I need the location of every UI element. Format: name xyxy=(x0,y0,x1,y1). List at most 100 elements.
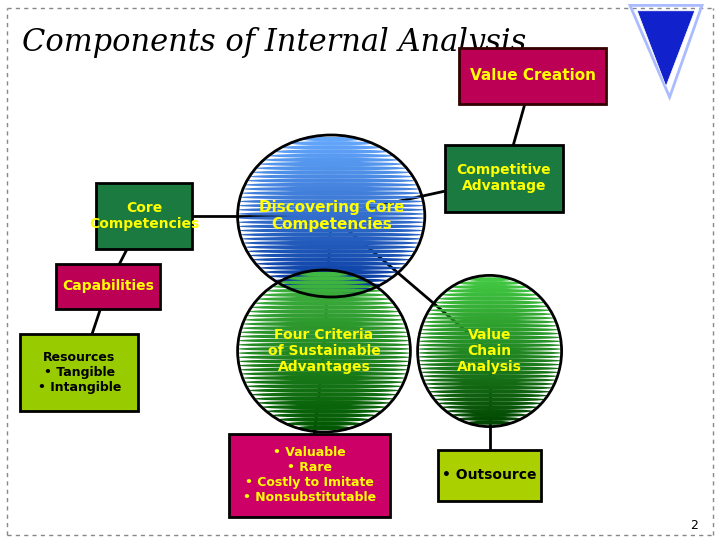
Ellipse shape xyxy=(243,187,420,191)
Ellipse shape xyxy=(282,282,381,287)
Ellipse shape xyxy=(238,351,410,355)
Ellipse shape xyxy=(271,413,377,417)
Ellipse shape xyxy=(259,266,403,270)
Text: Four Criteria
of Sustainable
Advantages: Four Criteria of Sustainable Advantages xyxy=(268,328,380,374)
Ellipse shape xyxy=(238,207,425,212)
Ellipse shape xyxy=(239,199,423,204)
Ellipse shape xyxy=(245,183,418,187)
Ellipse shape xyxy=(241,237,421,241)
Ellipse shape xyxy=(441,405,538,409)
Ellipse shape xyxy=(420,366,559,370)
Ellipse shape xyxy=(251,393,397,397)
Ellipse shape xyxy=(252,170,410,174)
Text: Value Creation: Value Creation xyxy=(469,68,596,83)
Ellipse shape xyxy=(248,309,400,314)
Ellipse shape xyxy=(240,195,422,200)
Ellipse shape xyxy=(427,312,552,316)
Ellipse shape xyxy=(252,258,410,262)
Ellipse shape xyxy=(238,347,410,351)
Ellipse shape xyxy=(238,224,424,228)
Ellipse shape xyxy=(429,308,550,312)
FancyBboxPatch shape xyxy=(56,264,160,309)
Ellipse shape xyxy=(259,162,403,166)
Ellipse shape xyxy=(431,305,548,308)
Ellipse shape xyxy=(244,380,404,384)
Ellipse shape xyxy=(302,137,361,141)
Ellipse shape xyxy=(290,141,372,146)
Ellipse shape xyxy=(254,301,394,306)
Ellipse shape xyxy=(418,343,562,347)
Ellipse shape xyxy=(423,320,556,324)
Ellipse shape xyxy=(261,405,387,409)
Ellipse shape xyxy=(434,397,545,402)
Text: Core
Competencies: Core Competencies xyxy=(89,201,199,231)
Text: Competitive
Advantage: Competitive Advantage xyxy=(456,163,552,193)
Ellipse shape xyxy=(418,339,561,343)
Ellipse shape xyxy=(441,293,538,297)
Ellipse shape xyxy=(451,285,528,289)
Ellipse shape xyxy=(239,363,409,368)
Ellipse shape xyxy=(238,359,410,363)
Ellipse shape xyxy=(419,362,560,367)
Ellipse shape xyxy=(422,323,557,328)
Ellipse shape xyxy=(238,216,425,220)
Ellipse shape xyxy=(427,386,552,390)
Ellipse shape xyxy=(431,394,548,397)
Text: Value
Chain
Analysis: Value Chain Analysis xyxy=(457,328,522,374)
Ellipse shape xyxy=(271,285,377,289)
Ellipse shape xyxy=(420,370,559,374)
Ellipse shape xyxy=(286,421,362,426)
Ellipse shape xyxy=(423,378,556,382)
Ellipse shape xyxy=(258,401,390,405)
Text: 2: 2 xyxy=(690,519,698,532)
Ellipse shape xyxy=(425,382,554,386)
Text: Capabilities: Capabilities xyxy=(62,279,154,293)
Ellipse shape xyxy=(274,278,388,282)
Ellipse shape xyxy=(297,426,351,430)
Text: • Outsource: • Outsource xyxy=(442,468,537,482)
Text: • Valuable
• Rare
• Costly to Imitate
• Nonsubstitutable: • Valuable • Rare • Costly to Imitate • … xyxy=(243,446,376,504)
Text: Components of Internal Analysis: Components of Internal Analysis xyxy=(22,27,526,58)
Ellipse shape xyxy=(238,220,425,225)
Ellipse shape xyxy=(274,150,388,154)
Ellipse shape xyxy=(239,334,409,339)
Ellipse shape xyxy=(278,417,370,422)
Ellipse shape xyxy=(261,293,387,297)
Ellipse shape xyxy=(446,409,534,413)
FancyBboxPatch shape xyxy=(229,434,390,517)
FancyBboxPatch shape xyxy=(445,145,563,212)
Ellipse shape xyxy=(266,409,382,414)
Text: Resources
• Tangible
• Intangible: Resources • Tangible • Intangible xyxy=(37,351,121,394)
Ellipse shape xyxy=(438,401,541,406)
Ellipse shape xyxy=(256,261,407,266)
Ellipse shape xyxy=(251,305,397,309)
FancyBboxPatch shape xyxy=(459,48,606,104)
Ellipse shape xyxy=(467,277,513,281)
Ellipse shape xyxy=(249,174,413,179)
Ellipse shape xyxy=(241,191,421,195)
Ellipse shape xyxy=(244,318,404,322)
Ellipse shape xyxy=(458,281,521,285)
Ellipse shape xyxy=(243,322,405,326)
Ellipse shape xyxy=(247,178,415,183)
Ellipse shape xyxy=(438,296,541,301)
Ellipse shape xyxy=(458,417,521,421)
Ellipse shape xyxy=(238,342,410,347)
Ellipse shape xyxy=(418,359,561,363)
Ellipse shape xyxy=(266,288,382,293)
FancyBboxPatch shape xyxy=(438,450,541,501)
Ellipse shape xyxy=(245,245,418,249)
Ellipse shape xyxy=(418,347,562,351)
Ellipse shape xyxy=(418,351,562,355)
Ellipse shape xyxy=(240,367,408,372)
Ellipse shape xyxy=(434,300,545,305)
Ellipse shape xyxy=(264,158,399,162)
Ellipse shape xyxy=(420,332,559,336)
Ellipse shape xyxy=(241,372,407,376)
Ellipse shape xyxy=(467,421,513,425)
Ellipse shape xyxy=(247,249,415,254)
Ellipse shape xyxy=(240,330,408,335)
Ellipse shape xyxy=(286,276,362,281)
Ellipse shape xyxy=(425,316,554,320)
Ellipse shape xyxy=(238,355,410,360)
